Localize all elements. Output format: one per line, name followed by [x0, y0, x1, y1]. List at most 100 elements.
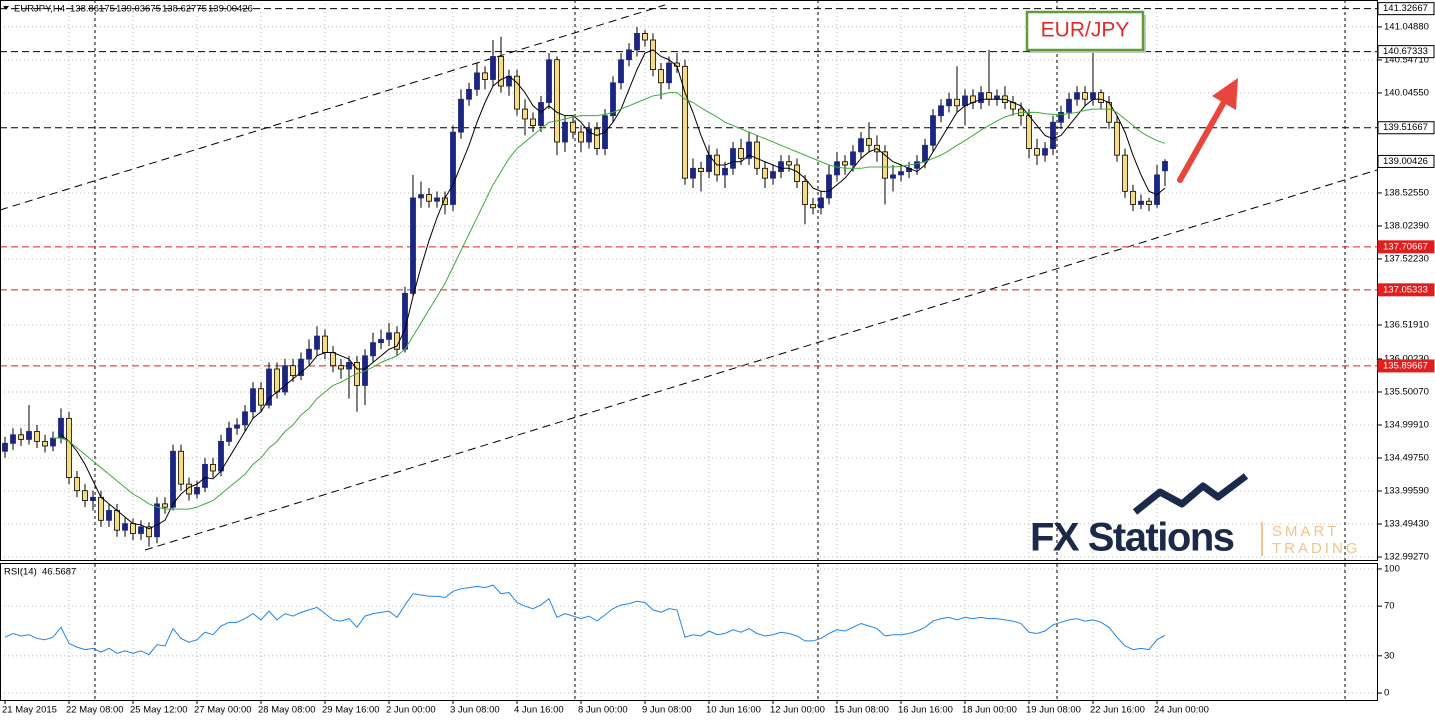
candle-body — [682, 65, 688, 179]
candle-body — [1098, 92, 1104, 103]
candle-body — [26, 431, 32, 440]
candle-body — [450, 131, 456, 205]
y-tick-label: 135.50070 — [1384, 386, 1429, 397]
candle-body — [1034, 148, 1040, 156]
x-tick-label: 9 Jun 08:00 — [642, 705, 692, 716]
x-tick-label: 29 May 16:00 — [322, 705, 380, 716]
marks-layer: RSI(14) 46.5687 — [2, 26, 1168, 656]
logo-tagline: SMART — [1272, 523, 1339, 540]
candle-body — [34, 431, 40, 442]
arrow-shaft — [1177, 99, 1227, 183]
candle-body — [698, 167, 704, 172]
candle-body — [826, 174, 832, 199]
candle-body — [834, 161, 840, 176]
candle-body — [154, 503, 160, 538]
x-tick-label: 19 Jun 08:00 — [1026, 705, 1081, 716]
candle-body — [530, 118, 536, 126]
candle-body — [210, 463, 216, 472]
candle-body — [562, 121, 568, 143]
candle-body — [818, 197, 824, 209]
candle-body — [754, 141, 760, 169]
header-low: 138.62775 — [162, 4, 207, 15]
candle-body — [314, 335, 320, 350]
candle-body — [122, 523, 128, 531]
logo-tagline: TRADING — [1272, 540, 1361, 557]
y-tick-label: 133.99590 — [1384, 486, 1429, 497]
candle-body — [370, 342, 376, 357]
candle-body — [66, 417, 72, 478]
candle-body — [1082, 92, 1088, 100]
level-label: 137.70667 — [1383, 241, 1428, 252]
candle-body — [346, 362, 352, 370]
candle-body — [1138, 200, 1144, 205]
level-label: 135.89667 — [1383, 360, 1428, 371]
moving-average — [53, 92, 1166, 510]
candle-body — [946, 98, 952, 107]
candle-body — [898, 171, 904, 176]
overlay-layer: EURJPY,H4 138.86175 139.03675 138.62775 … — [0, 0, 1378, 701]
candle-body — [42, 440, 48, 447]
candle-body — [50, 437, 56, 447]
arrow-head — [1212, 78, 1238, 110]
candle-body — [170, 450, 176, 508]
y-tick-label: 134.49750 — [1384, 452, 1429, 463]
rsi-value: 46.5687 — [42, 567, 76, 578]
x-tick-label: 15 Jun 08:00 — [834, 705, 889, 716]
chart-title: EUR/JPY — [1041, 19, 1130, 42]
y-tick-label: 138.52550 — [1384, 187, 1429, 198]
candle-body — [482, 72, 488, 80]
candle-body — [1026, 115, 1032, 149]
candle-body — [1058, 111, 1064, 123]
channel-upper — [0, 4, 666, 211]
candle-body — [1090, 92, 1096, 100]
candle-body — [554, 59, 560, 143]
candle-body — [106, 510, 112, 521]
y-tick-label: 140.54710 — [1384, 54, 1429, 65]
x-tick-label: 2 Jun 00:00 — [386, 705, 436, 716]
candle-body — [746, 141, 752, 159]
candle-body — [498, 56, 504, 87]
candle-body — [514, 75, 520, 110]
moving-average — [60, 49, 1166, 530]
candle-body — [218, 440, 224, 472]
x-tick-label: 27 May 00:00 — [194, 705, 252, 716]
candle-body — [466, 88, 472, 100]
candle-body — [914, 161, 920, 169]
candle-body — [322, 335, 328, 353]
candle-body — [850, 151, 856, 166]
x-tick-label: 25 May 12:00 — [130, 705, 188, 716]
candle-body — [1066, 98, 1072, 113]
candle-body — [434, 197, 440, 202]
candle-body — [762, 167, 768, 179]
candle-body — [778, 161, 784, 172]
rsi-name: RSI(14) — [4, 567, 37, 578]
y-tick-label: 0 — [1384, 688, 1389, 699]
candle-body — [634, 33, 640, 51]
candle-body — [930, 115, 936, 146]
rsi-frame — [0, 563, 1378, 701]
candle-body — [882, 151, 888, 179]
candle-body — [250, 388, 256, 413]
candle-body — [722, 167, 728, 176]
candle-body — [2, 442, 8, 452]
y-tick-label: 70 — [1384, 601, 1395, 612]
candle-body — [282, 365, 288, 393]
level-label-box — [1377, 2, 1435, 16]
candle-body — [658, 69, 664, 84]
candle-body — [842, 161, 848, 166]
candle-body — [802, 181, 808, 205]
candle-body — [474, 72, 480, 90]
y-tick-label: 136.51910 — [1384, 319, 1429, 330]
candle-body — [1050, 121, 1056, 149]
symbol: EURJPY,H4 — [14, 4, 65, 15]
header-close: 139.00426 — [208, 4, 253, 15]
y-tick-label: 30 — [1384, 650, 1395, 661]
candle-body — [626, 49, 632, 61]
candle-body — [418, 194, 424, 199]
menu-triangle[interactable] — [3, 6, 9, 10]
candle-body — [866, 138, 872, 146]
candle-body — [618, 59, 624, 84]
